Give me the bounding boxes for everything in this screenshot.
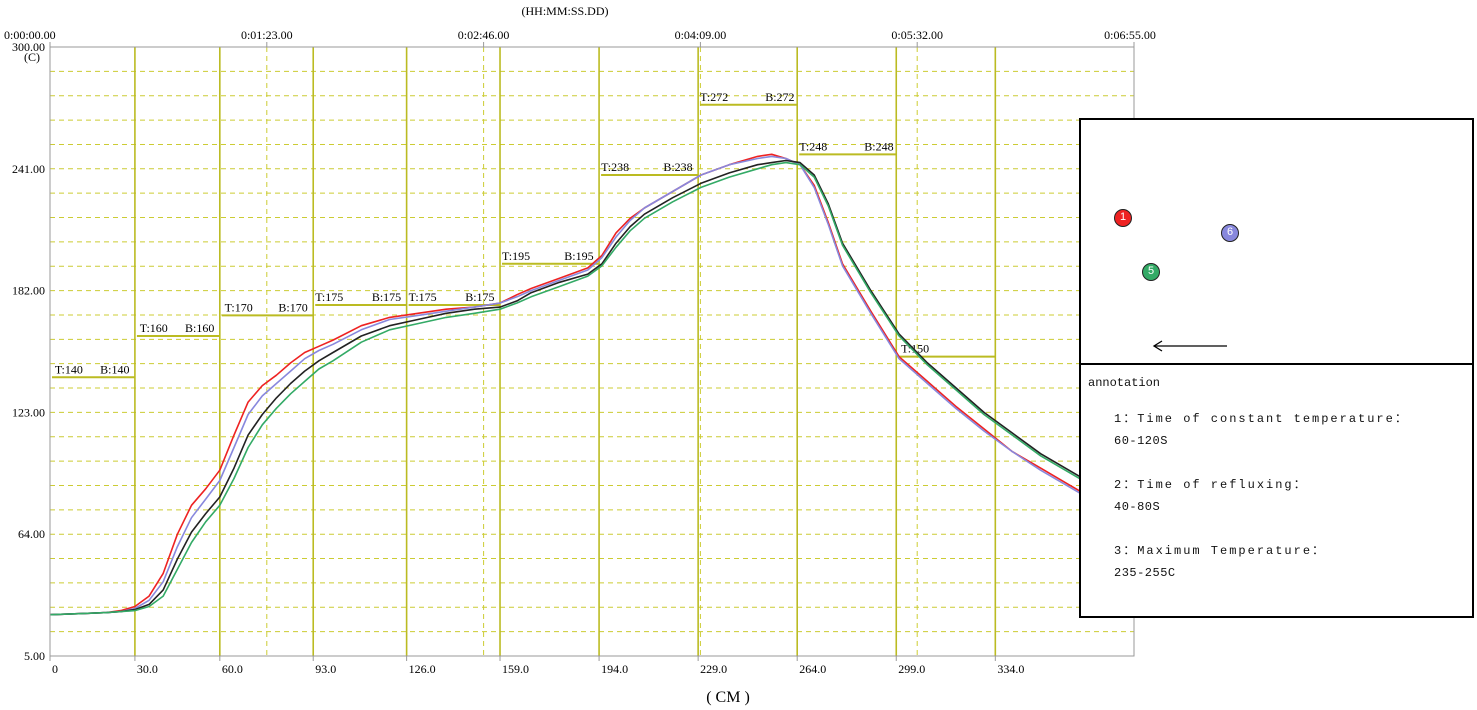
y-unit-label: (C) bbox=[24, 50, 40, 64]
time-tick-label: 0:02:46.00 bbox=[458, 28, 510, 42]
x-axis-title: ( CM ) bbox=[706, 689, 750, 706]
annotation-title: annotation bbox=[1088, 376, 1161, 390]
zone-setpoint-label: B:170 bbox=[278, 300, 307, 314]
x-tick-label: 60.0 bbox=[222, 662, 243, 676]
y-tick-label: 241.00 bbox=[12, 162, 45, 176]
probe-layout: 1 6 5 bbox=[1081, 120, 1472, 365]
zone-setpoint-label: T:150 bbox=[901, 342, 929, 356]
annotation-item-value: 40-80S bbox=[1114, 500, 1161, 514]
zone-setpoint-label: T:195 bbox=[502, 249, 530, 263]
left-arrow-icon bbox=[1152, 340, 1227, 352]
y-tick-label: 64.00 bbox=[18, 527, 45, 541]
x-tick-label: 30.0 bbox=[137, 662, 158, 676]
zone-setpoint-label: T:170 bbox=[225, 300, 253, 314]
x-tick-label: 93.0 bbox=[315, 662, 336, 676]
zone-setpoint-label: B:175 bbox=[372, 290, 401, 304]
annotation-item: 1：Time of constant temperature： 60-120S bbox=[1114, 408, 1466, 452]
y-tick-label: 5.00 bbox=[24, 649, 45, 663]
probe-1-marker: 1 bbox=[1114, 209, 1132, 227]
annotation-item: 2：Time of refluxing： 40-80S bbox=[1114, 474, 1466, 518]
annotation-item-value: 235-255C bbox=[1114, 566, 1176, 580]
series-layer bbox=[49, 153, 1126, 616]
x-tick-label: 126.0 bbox=[409, 662, 436, 676]
time-tick-label: 0:01:23.00 bbox=[241, 28, 293, 42]
annotation-item-label: 2：Time of refluxing： bbox=[1114, 478, 1308, 492]
grid-layer bbox=[50, 46, 1134, 657]
time-tick-label: 0:00:00.00 bbox=[4, 28, 56, 42]
zone-setpoint-label: T:272 bbox=[700, 90, 728, 104]
annotation-area: annotation 1：Time of constant temperatur… bbox=[1088, 376, 1466, 606]
plot-frame bbox=[49, 46, 1135, 657]
temperature-series-line bbox=[49, 155, 1126, 616]
zone-setpoint-label: T:175 bbox=[315, 290, 343, 304]
zone-setpoint-label: T:248 bbox=[799, 139, 827, 153]
annotation-item-label: 1：Time of constant temperature： bbox=[1114, 412, 1409, 426]
y-tick-label: 300.00 bbox=[12, 40, 45, 54]
y-tick-label: 182.00 bbox=[12, 284, 45, 298]
zone-setpoint-label: B:272 bbox=[765, 90, 794, 104]
temperature-series-line bbox=[49, 159, 1126, 616]
zone-layer: T:140 B:140 T:160 B:160 T:170 B:170 T:175 B:175… bbox=[52, 90, 996, 379]
temperature-series-line bbox=[49, 161, 1126, 616]
zone-setpoint-label: B:195 bbox=[564, 249, 593, 263]
time-tick-label: 0:05:32.00 bbox=[891, 28, 943, 42]
x-tick-label: 159.0 bbox=[502, 662, 529, 676]
x-tick-label: 299.0 bbox=[898, 662, 925, 676]
x-tick-label: 229.0 bbox=[700, 662, 727, 676]
time-tick-label: 0:06:55.00 bbox=[1104, 28, 1156, 42]
probe-6-marker: 6 bbox=[1221, 224, 1239, 242]
zone-setpoint-label: B:238 bbox=[663, 160, 692, 174]
time-tick-label: 0:04:09.00 bbox=[675, 28, 727, 42]
legend-panel: 1 6 5 annotation 1：Time of constant temp… bbox=[1079, 118, 1474, 618]
zone-setpoint-label: B:160 bbox=[185, 321, 214, 335]
x-tick-label: 264.0 bbox=[799, 662, 826, 676]
zone-setpoint-label: T:160 bbox=[140, 321, 168, 335]
temperature-series-line bbox=[49, 153, 1126, 616]
zone-setpoint-label: B:140 bbox=[100, 362, 129, 376]
zone-setpoint-label: T:175 bbox=[409, 290, 437, 304]
annotation-item: 3：Maximum Temperature： 235-255C bbox=[1114, 540, 1466, 584]
x-tick-label: 194.0 bbox=[601, 662, 628, 676]
annotation-item-label: 3：Maximum Temperature： bbox=[1114, 544, 1327, 558]
annotation-item-value: 60-120S bbox=[1114, 434, 1168, 448]
probe-5-marker: 5 bbox=[1142, 263, 1160, 281]
x-tick-label: 334.0 bbox=[997, 662, 1024, 676]
zone-setpoint-label: T:140 bbox=[55, 362, 83, 376]
zone-setpoint-label: T:238 bbox=[601, 160, 629, 174]
time-axis-label: (HH:MM:SS.DD) bbox=[521, 4, 608, 18]
zone-setpoint-label: B:248 bbox=[864, 139, 893, 153]
x-tick-label: 0 bbox=[52, 662, 58, 676]
y-tick-label: 123.00 bbox=[12, 405, 45, 419]
zone-setpoint-label: B:175 bbox=[465, 290, 494, 304]
axis-layer: 300.00 241.00 182.00 123.00 64.00 5.00 0 30.0 60… bbox=[4, 28, 1156, 676]
